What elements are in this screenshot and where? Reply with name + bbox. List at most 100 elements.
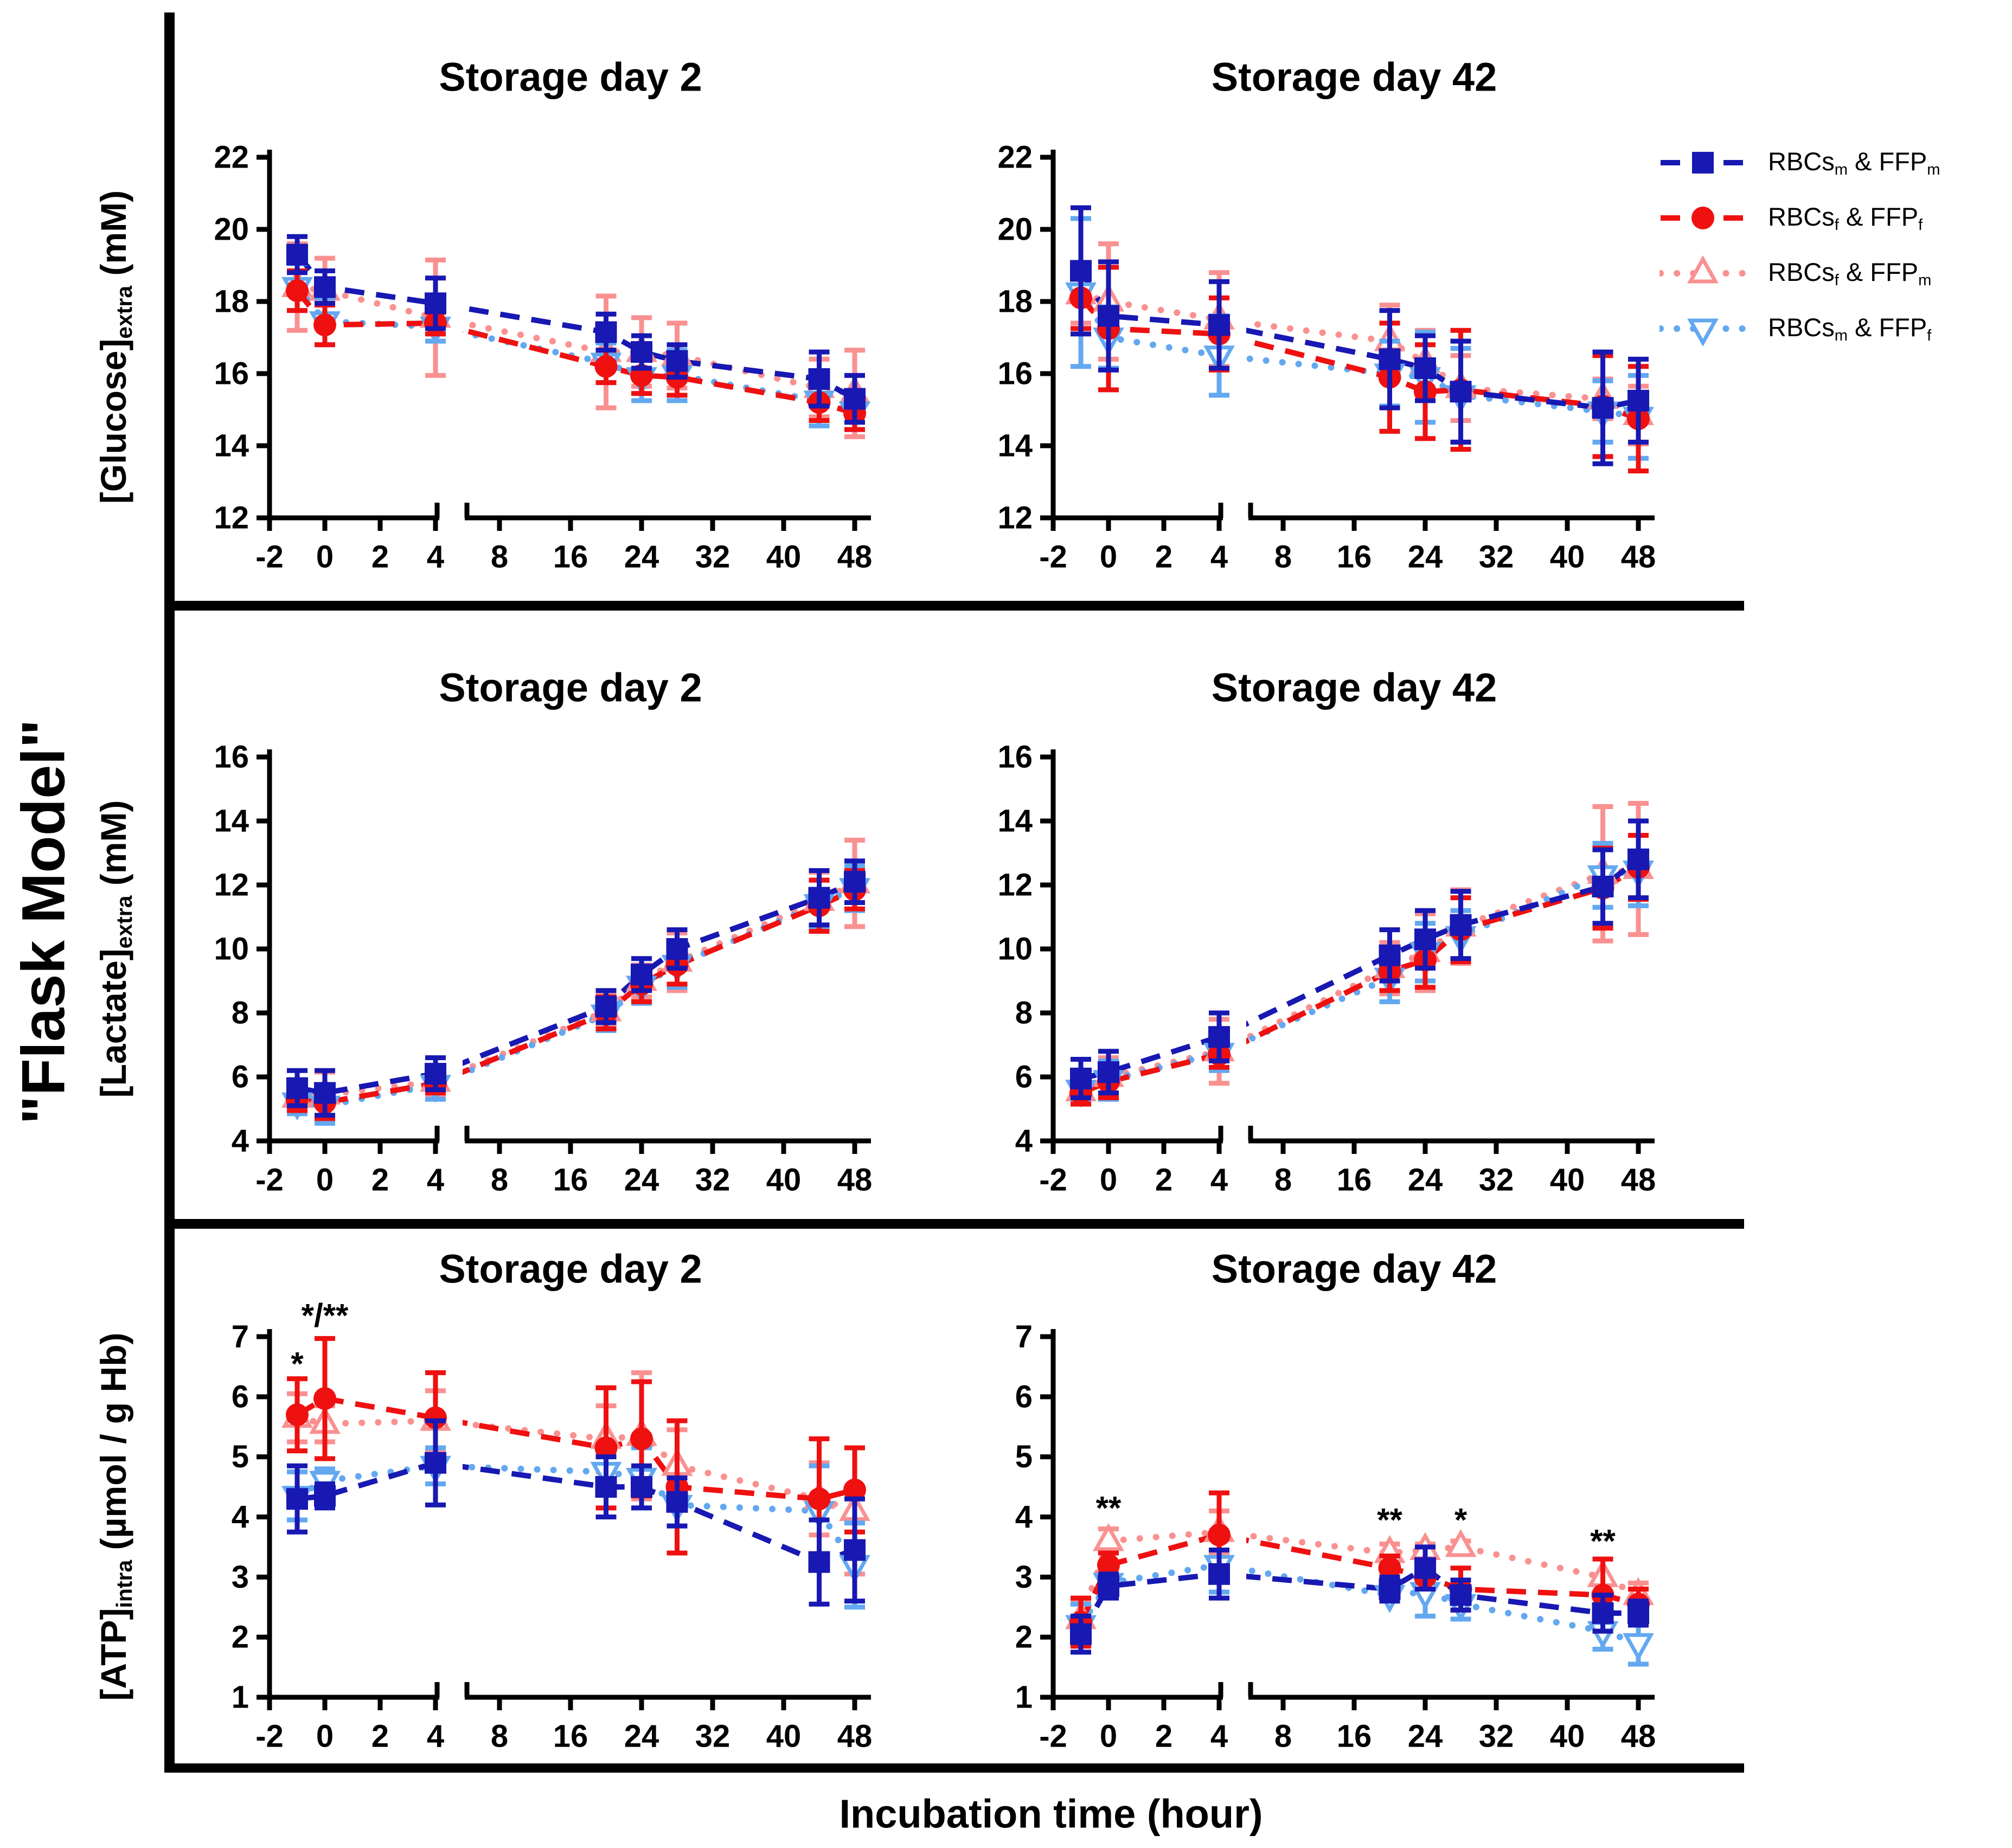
subscript-text: f [1834, 216, 1839, 234]
label-text: RBCs [1768, 202, 1835, 231]
panel-title-glucose-day2: Storage day 2 [439, 54, 702, 100]
legend-item-rbcf_ffpf: RBCsf & FFPf [1659, 191, 1923, 245]
series-points-lightblue [1065, 1535, 1654, 1667]
svg-text:32: 32 [695, 1719, 731, 1754]
series-points-lightblue [281, 1445, 870, 1610]
series-points-lightblue [281, 261, 870, 432]
frame-divider-1 [164, 601, 1744, 611]
svg-text:48: 48 [837, 1163, 873, 1198]
svg-text:16: 16 [553, 1163, 588, 1198]
svg-text:-2: -2 [1039, 1719, 1067, 1754]
svg-text:14: 14 [214, 428, 249, 464]
series-line-navy [295, 253, 856, 401]
series-points-red [286, 1336, 866, 1562]
legend-label: RBCsm & FFPm [1768, 146, 1940, 179]
series-points-pink [281, 837, 870, 1120]
svg-text:16: 16 [997, 356, 1033, 392]
series-line-red [296, 1395, 856, 1502]
svg-text:24: 24 [624, 1163, 659, 1198]
svg-text:12: 12 [997, 868, 1033, 903]
svg-text:14: 14 [997, 428, 1033, 464]
subscript-text: f [1918, 216, 1923, 234]
svg-text:8: 8 [491, 1163, 508, 1198]
svg-text:4: 4 [232, 1124, 249, 1159]
series-points-pink [281, 241, 870, 439]
svg-text:48: 48 [1621, 1163, 1656, 1198]
label-text: & FFP [1848, 312, 1927, 342]
svg-text:40: 40 [766, 1719, 802, 1754]
svg-text:2: 2 [232, 1620, 249, 1655]
svg-text:16: 16 [1337, 1719, 1372, 1754]
svg-text:32: 32 [1479, 1163, 1514, 1198]
svg-text:16: 16 [997, 740, 1033, 775]
significance-annotation: ** [1096, 1490, 1122, 1526]
svg-text:0: 0 [316, 1163, 334, 1198]
legend-label: RBCsf & FFPf [1768, 202, 1923, 234]
svg-text:24: 24 [1408, 1163, 1443, 1198]
svg-text:40: 40 [766, 1163, 802, 1198]
svg-text:4: 4 [1015, 1124, 1033, 1159]
svg-text:10: 10 [997, 932, 1033, 967]
subscript-text: f [1927, 327, 1932, 345]
svg-text:6: 6 [232, 1379, 249, 1414]
svg-text:48: 48 [837, 1719, 873, 1754]
svg-text:16: 16 [214, 356, 249, 392]
significance-annotation: * [1454, 1502, 1468, 1538]
svg-text:14: 14 [997, 804, 1033, 839]
series-points-lightblue [1065, 216, 1654, 461]
svg-text:8: 8 [491, 1719, 508, 1754]
svg-text:16: 16 [1337, 1163, 1372, 1198]
frame-left-bar [164, 12, 175, 1772]
svg-text:7: 7 [1015, 1319, 1033, 1355]
svg-text:18: 18 [997, 284, 1033, 319]
series-line-red [1078, 1532, 1639, 1624]
legend-item-rbcm_ffpf: RBCsm & FFPf [1659, 301, 1931, 356]
series-line-lightblue [1078, 1562, 1642, 1647]
svg-text:14: 14 [214, 804, 249, 839]
svg-text:5: 5 [232, 1439, 249, 1474]
svg-text:4: 4 [1015, 1499, 1033, 1535]
svg-text:8: 8 [1274, 1719, 1292, 1754]
series-line-navy [1080, 857, 1641, 1081]
svg-text:-2: -2 [255, 540, 284, 575]
svg-text:24: 24 [1408, 1719, 1443, 1754]
svg-text:0: 0 [316, 540, 334, 575]
svg-text:16: 16 [553, 540, 588, 575]
svg-text:12: 12 [214, 501, 249, 536]
series-points-red [286, 268, 866, 432]
significance-annotation: */** [302, 1298, 349, 1334]
subscript-text: m [1834, 327, 1848, 345]
x-axis-title: Incubation time (hour) [839, 1791, 1263, 1837]
series-line-pink [1078, 1529, 1642, 1622]
series-points-red [286, 868, 866, 1121]
svg-text:8: 8 [1015, 996, 1033, 1031]
series-line-pink [294, 1414, 858, 1515]
legend-item-rbcm_ffpm: RBCsm & FFPm [1659, 136, 1940, 190]
svg-text:6: 6 [1015, 1379, 1033, 1414]
svg-text:3: 3 [1015, 1560, 1033, 1595]
series-line-red [295, 288, 856, 416]
svg-text:-2: -2 [255, 1163, 284, 1198]
svg-text:22: 22 [214, 140, 249, 175]
svg-text:32: 32 [1479, 540, 1514, 575]
significance-annotation: ** [1377, 1502, 1402, 1538]
svg-text:2: 2 [1155, 1719, 1172, 1754]
svg-text:32: 32 [695, 540, 731, 575]
svg-text:12: 12 [214, 868, 249, 903]
series-line-navy [1078, 269, 1639, 411]
svg-text:20: 20 [997, 212, 1033, 247]
series-points-navy [1070, 1544, 1649, 1655]
series-points-navy [286, 234, 866, 425]
svg-text:32: 32 [1479, 1719, 1514, 1754]
series-points-navy [286, 1418, 866, 1607]
svg-text:4: 4 [427, 1719, 444, 1754]
svg-text:24: 24 [624, 540, 659, 575]
svg-text:1: 1 [232, 1680, 249, 1715]
circle-legend-marker-icon [1661, 207, 1745, 229]
svg-text:1: 1 [1015, 1680, 1033, 1715]
panel-title-lactate-day2: Storage day 2 [439, 665, 702, 710]
svg-text:8: 8 [1274, 540, 1292, 575]
